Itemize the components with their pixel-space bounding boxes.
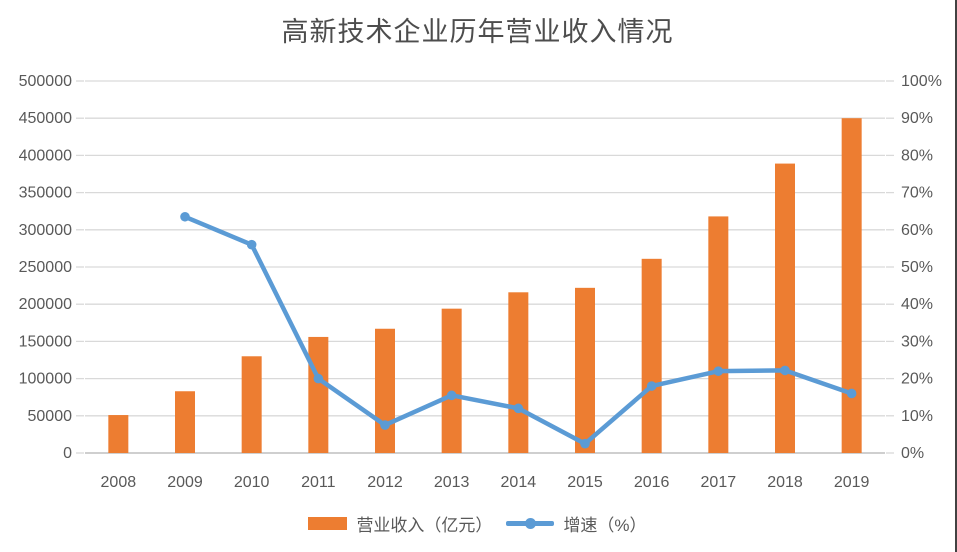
bar-2015 [575,287,595,453]
x-axis-label-2010: 2010 [234,474,270,491]
x-axis-label-2018: 2018 [767,474,803,491]
x-axis-label-2014: 2014 [501,474,537,491]
y-axis-label-left: 200000 [19,296,72,313]
legend-item-growth: 增速（%） [506,511,647,536]
legend-item-revenue: 营业收入（亿元） [308,511,492,536]
legend-bar-swatch-icon [308,517,348,530]
y-axis-label-right: 80% [901,147,933,164]
x-axis-label-2011: 2011 [301,474,336,491]
y-axis-label-right: 100% [901,73,942,90]
y-axis-label-right: 90% [901,110,933,127]
chart-title: 高新技术企业历年营业收入情况 [281,17,674,47]
x-axis-label-2012: 2012 [367,474,403,491]
y-axis-label-right: 70% [901,185,933,202]
bar-2012 [375,328,395,453]
x-axis-label-2013: 2013 [434,474,470,491]
y-axis-label-left: 500000 [19,73,72,90]
y-axis-label-left: 350000 [19,185,72,202]
y-axis-label-right: 10% [901,408,933,425]
x-axis-label-2008: 2008 [101,474,137,491]
y-axis-label-right: 20% [901,371,933,388]
bar-2018 [775,163,795,454]
legend-label-growth: 增速（%） [563,516,647,535]
growth-point-2017 [713,366,724,376]
bar-2013 [441,308,462,453]
y-axis-label-right: 60% [901,222,933,239]
y-axis-label-left: 100000 [19,371,72,388]
y-axis-label-right: 50% [901,259,933,276]
growth-point-2010 [246,239,257,250]
y-axis-label-right: 40% [901,296,933,313]
x-axis-label-2009: 2009 [167,474,203,491]
legend-line-dot [525,518,537,529]
growth-point-2014 [513,403,524,414]
legend: 营业收入（亿元） 增速（%） [0,511,955,536]
y-axis-label-left: 400000 [19,147,72,164]
bar-2014 [508,292,529,453]
bar-2008 [108,415,129,453]
legend-line-swatch-icon [506,518,555,529]
growth-point-2018 [780,365,790,376]
y-axis-label-left: 0 [63,445,72,462]
y-axis-label-right: 30% [901,333,933,350]
y-axis-label-left: 50000 [28,408,73,425]
y-axis-label-left: 300000 [19,222,72,239]
bar-2010 [241,356,262,453]
bar-2009 [175,391,195,453]
y-axis-label-left: 150000 [19,333,72,350]
growth-point-2013 [446,390,457,401]
x-axis-label-2017: 2017 [701,474,737,491]
growth-point-2009 [180,211,190,222]
y-axis-label-left: 450000 [19,110,72,127]
bar-2011 [308,336,329,453]
y-axis-label-right: 0% [901,445,924,462]
bar-2016 [641,258,662,453]
growth-point-2019 [846,388,857,399]
x-axis-label-2015: 2015 [567,474,603,491]
growth-point-2016 [646,381,657,391]
bar-2017 [708,216,729,453]
bar-2019 [841,118,862,453]
growth-point-2015 [580,438,590,449]
legend-label-revenue: 营业收入（亿元） [356,516,493,535]
growth-point-2012 [380,420,390,430]
growth-point-2011 [313,373,324,384]
x-axis-label-2016: 2016 [634,474,670,491]
y-axis-label-left: 250000 [19,259,72,276]
x-axis-label-2019: 2019 [834,474,870,491]
